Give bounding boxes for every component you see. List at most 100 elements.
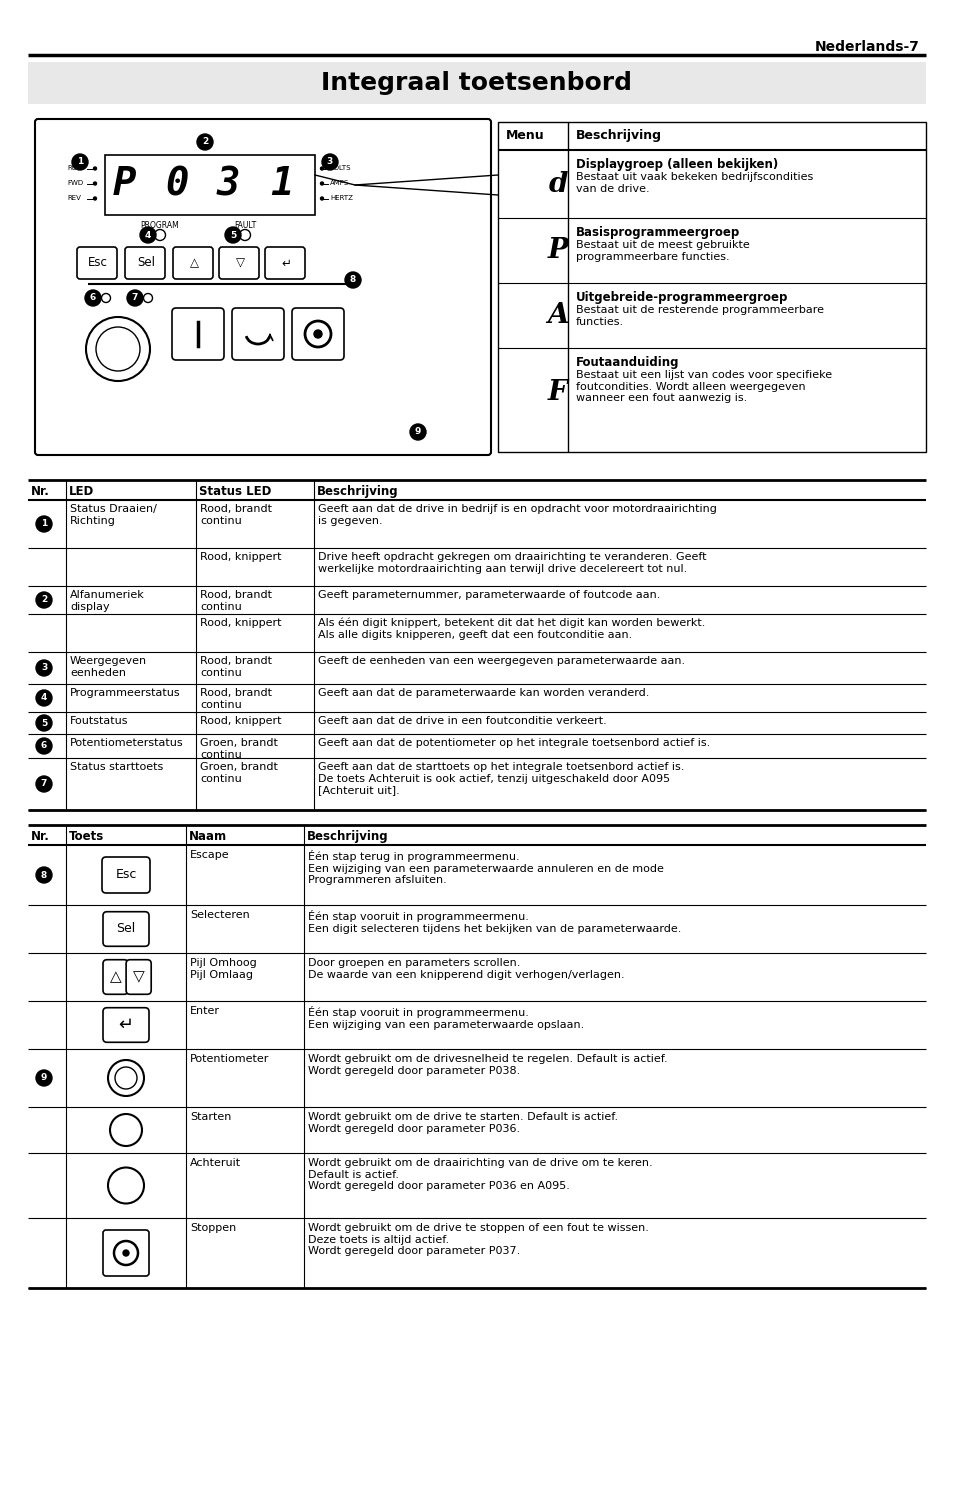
Text: Nederlands-7: Nederlands-7 (814, 40, 919, 54)
Text: Esc: Esc (88, 256, 108, 269)
Circle shape (320, 196, 323, 199)
Text: RUN: RUN (67, 165, 82, 171)
Text: Groen, brandt
continu: Groen, brandt continu (200, 761, 277, 784)
Circle shape (314, 330, 322, 338)
Text: 0: 0 (165, 165, 188, 204)
Text: Beschrijving: Beschrijving (307, 830, 388, 843)
FancyBboxPatch shape (77, 247, 117, 280)
Text: Bestaat uit de resterende programmeerbare
functies.: Bestaat uit de resterende programmeerbar… (576, 305, 823, 327)
Text: Menu: Menu (505, 129, 544, 141)
Text: 9: 9 (415, 427, 420, 437)
Text: △: △ (190, 256, 198, 269)
Text: PROGRAM: PROGRAM (140, 222, 179, 230)
FancyBboxPatch shape (232, 308, 284, 360)
Text: 3: 3 (327, 158, 333, 167)
FancyBboxPatch shape (172, 247, 213, 280)
Text: 1: 1 (77, 158, 83, 167)
Circle shape (86, 317, 150, 381)
Circle shape (113, 1242, 138, 1265)
Circle shape (93, 167, 96, 170)
Text: Wordt gebruikt om de drivesnelheid te regelen. Default is actief.
Wordt geregeld: Wordt gebruikt om de drivesnelheid te re… (308, 1054, 667, 1075)
Text: 6: 6 (41, 742, 47, 751)
Circle shape (196, 134, 213, 150)
Text: 2: 2 (202, 137, 208, 147)
Text: Alfanumeriek
display: Alfanumeriek display (70, 590, 145, 611)
Text: Sel: Sel (137, 256, 154, 269)
Circle shape (239, 229, 251, 241)
Circle shape (36, 660, 52, 677)
Circle shape (93, 181, 96, 184)
Text: Geeft aan dat de starttoets op het integrale toetsenbord actief is.
De toets Ach: Geeft aan dat de starttoets op het integ… (317, 761, 683, 796)
Text: 5: 5 (230, 230, 236, 239)
Text: Status LED: Status LED (199, 485, 271, 498)
Text: 2: 2 (41, 595, 47, 605)
FancyBboxPatch shape (126, 959, 151, 995)
Text: Programmeerstatus: Programmeerstatus (70, 688, 180, 697)
FancyBboxPatch shape (35, 119, 491, 455)
Text: AMPS: AMPS (330, 180, 349, 186)
Text: 7: 7 (41, 779, 47, 788)
Circle shape (36, 592, 52, 608)
Text: Foutaanduiding: Foutaanduiding (576, 355, 679, 369)
Text: Displaygroep (alleen bekijken): Displaygroep (alleen bekijken) (576, 158, 778, 171)
Text: Naam: Naam (189, 830, 227, 843)
Circle shape (345, 272, 360, 288)
FancyBboxPatch shape (103, 1008, 149, 1042)
Text: Rood, knippert: Rood, knippert (200, 717, 281, 726)
FancyBboxPatch shape (497, 122, 925, 452)
Text: Potentiometer: Potentiometer (190, 1054, 269, 1065)
Circle shape (36, 776, 52, 793)
Circle shape (110, 1114, 142, 1146)
Text: Bestaat uit vaak bekeken bedrijfscondities
van de drive.: Bestaat uit vaak bekeken bedrijfsconditi… (576, 172, 812, 193)
Text: Rood, knippert: Rood, knippert (200, 619, 281, 628)
FancyBboxPatch shape (292, 308, 344, 360)
Text: Starten: Starten (190, 1112, 232, 1123)
Text: Geeft aan dat de potentiometer op het integrale toetsenbord actief is.: Geeft aan dat de potentiometer op het in… (317, 738, 709, 748)
Circle shape (320, 181, 323, 184)
FancyBboxPatch shape (125, 247, 165, 280)
Text: Pijl Omhoog
Pijl Omlaag: Pijl Omhoog Pijl Omlaag (190, 958, 256, 980)
Circle shape (36, 516, 52, 532)
FancyBboxPatch shape (172, 308, 224, 360)
Text: Wordt gebruikt om de drive te starten. Default is actief.
Wordt geregeld door pa: Wordt gebruikt om de drive te starten. D… (308, 1112, 618, 1133)
Text: F: F (548, 379, 567, 406)
Text: Geeft parameternummer, parameterwaarde of foutcode aan.: Geeft parameternummer, parameterwaarde o… (317, 590, 659, 599)
Text: Rood, brandt
continu: Rood, brandt continu (200, 656, 272, 678)
Text: HERTZ: HERTZ (330, 195, 353, 201)
FancyBboxPatch shape (265, 247, 305, 280)
Text: Geeft aan dat de parameterwaarde kan worden veranderd.: Geeft aan dat de parameterwaarde kan wor… (317, 688, 649, 697)
Text: Geeft aan dat de drive in een foutconditie verkeert.: Geeft aan dat de drive in een foutcondit… (317, 717, 606, 726)
Text: ▽: ▽ (235, 256, 244, 269)
Circle shape (36, 715, 52, 732)
Text: Foutstatus: Foutstatus (70, 717, 129, 726)
Circle shape (85, 290, 101, 306)
Text: FWD: FWD (67, 180, 83, 186)
Text: VOLTS: VOLTS (330, 165, 351, 171)
FancyBboxPatch shape (219, 247, 258, 280)
Text: ▽: ▽ (132, 970, 144, 984)
Text: 6: 6 (90, 293, 96, 302)
Circle shape (320, 167, 323, 170)
Circle shape (36, 867, 52, 883)
Text: 8: 8 (41, 870, 47, 879)
Text: Status Draaien/
Richting: Status Draaien/ Richting (70, 504, 156, 525)
Text: P: P (112, 165, 136, 204)
Text: Uitgebreide-programmeergroep: Uitgebreide-programmeergroep (576, 291, 787, 303)
Text: Escape: Escape (190, 851, 230, 859)
FancyBboxPatch shape (103, 959, 128, 995)
Circle shape (108, 1060, 144, 1096)
Circle shape (123, 1251, 129, 1257)
Text: Enter: Enter (190, 1007, 220, 1016)
Text: Potentiometerstatus: Potentiometerstatus (70, 738, 183, 748)
FancyBboxPatch shape (103, 912, 149, 946)
Text: Esc: Esc (115, 868, 136, 882)
Text: Sel: Sel (116, 922, 135, 935)
Text: Rood, brandt
continu: Rood, brandt continu (200, 590, 272, 611)
Text: Bestaat uit een lijst van codes voor specifieke
foutcondities. Wordt alleen weer: Bestaat uit een lijst van codes voor spe… (576, 370, 831, 403)
Text: Integraal toetsenbord: Integraal toetsenbord (321, 71, 632, 95)
Text: Één stap vooruit in programmeermenu.
Een wijziging van een parameterwaarde opsla: Één stap vooruit in programmeermenu. Een… (308, 1007, 583, 1029)
Text: 1: 1 (270, 165, 294, 204)
Circle shape (322, 155, 337, 170)
Text: Beschrijving: Beschrijving (316, 485, 398, 498)
Text: P: P (547, 236, 568, 265)
